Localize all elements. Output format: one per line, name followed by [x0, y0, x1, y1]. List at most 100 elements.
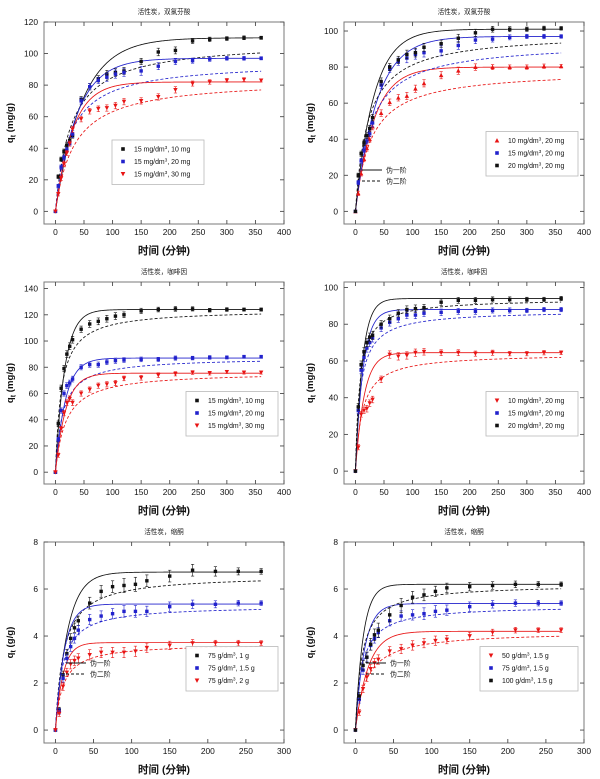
panel-title: 活性炭，缩酮: [144, 527, 184, 536]
pseudo-first-order-curve: [55, 57, 262, 212]
x-tick-label: 0: [353, 487, 358, 497]
y-tick-label: 4: [33, 631, 38, 641]
legend-entry-label: 15 mg/dm3, 30 mg: [208, 422, 264, 430]
x-tick-label: 50: [389, 746, 399, 756]
x-tick-label: 0: [53, 487, 58, 497]
x-tick-label: 50: [79, 227, 89, 237]
x-tick-label: 300: [520, 227, 534, 237]
panel-title: 活性炭，咖啡因: [141, 267, 188, 276]
x-tick-label: 200: [463, 227, 477, 237]
x-tick-label: 150: [434, 227, 448, 237]
x-tick-label: 50: [89, 746, 99, 756]
svg-text:qt (mg/g): qt (mg/g): [5, 363, 17, 403]
x-tick-label: 300: [520, 487, 534, 497]
series-points: [53, 354, 263, 474]
series-points: [353, 627, 564, 733]
legend-entry-label: 75 g/dm3, 1.5 g: [502, 664, 549, 672]
plot-area: [53, 35, 264, 214]
x-tick-label: 250: [491, 487, 505, 497]
series-legend: 15 mg/dm3, 10 mg 15 mg/dm3, 20 mg 15 mg/dm…: [111, 139, 205, 185]
x-tick-label: 250: [191, 227, 205, 237]
y-tick-label: 60: [329, 356, 339, 366]
x-tick-label: 250: [239, 746, 253, 756]
x-tick-label: 250: [491, 227, 505, 237]
series-legend: 10 mg/dm3, 20 mg 15 mg/dm3, 20 mg 20 mg/dm…: [485, 131, 579, 177]
y-tick-label: 8: [333, 537, 338, 547]
x-tick-label: 0: [53, 746, 58, 756]
x-tick-label: 150: [134, 227, 148, 237]
y-axis-label: qt (mg/g): [305, 363, 317, 403]
series-points: [53, 599, 263, 732]
pseudo-first-order-curve: [355, 309, 562, 472]
panel-title: 活性炭，双氯芬酸: [438, 7, 491, 16]
plot-area: [53, 306, 264, 475]
plot-frame: [343, 541, 585, 744]
x-tick-label: 400: [277, 487, 291, 497]
plot-frame: [43, 541, 285, 744]
y-axis-label: qt (mg/g): [305, 103, 317, 143]
pseudo-second-order-curve: [55, 376, 262, 473]
x-tick-label: 150: [134, 487, 148, 497]
svg-text:qt (mg/g): qt (mg/g): [305, 363, 317, 403]
pseudo-first-order-label: 伪一阶: [90, 659, 111, 668]
y-tick-label: 0: [33, 725, 38, 735]
plot-frame: [343, 21, 585, 225]
legend-entry-label: 75 g/dm3, 1.5 g: [208, 664, 255, 672]
pseudo-first-order-curve: [55, 309, 262, 473]
legend-entry-label: 100 g/dm3, 1.5 g: [502, 677, 553, 685]
pseudo-second-order-curve: [355, 301, 562, 472]
x-axis-label: 时间 (分钟): [138, 504, 190, 517]
y-tick-label: 60: [329, 98, 339, 108]
legend-entry-label: 15 mg/dm3, 20 mg: [508, 149, 564, 157]
x-tick-label: 350: [548, 487, 562, 497]
legend-entry-label: 10 mg/dm3, 20 mg: [508, 137, 564, 145]
legend-entry-label: 75 g/dm3, 2 g: [208, 677, 249, 685]
x-tick-label: 100: [425, 746, 439, 756]
y-tick-label: 100: [324, 283, 338, 293]
y-tick-label: 40: [329, 134, 339, 144]
pseudo-second-order-curve: [355, 52, 562, 212]
x-axis-label: 时间 (分钟): [138, 244, 190, 257]
y-tick-label: 20: [329, 170, 339, 180]
y-tick-label: 40: [29, 415, 39, 425]
y-tick-label: 4: [333, 631, 338, 641]
legend-entry-label: 20 mg/dm3, 20 mg: [508, 162, 564, 170]
pseudo-second-order-curve: [55, 89, 262, 212]
x-tick-label: 350: [248, 227, 262, 237]
x-tick-label: 200: [463, 487, 477, 497]
y-tick-label: 40: [329, 393, 339, 403]
pseudo-first-order-curve: [355, 583, 562, 731]
plot-frame: [43, 281, 285, 485]
y-tick-label: 6: [333, 584, 338, 594]
plot-area: [353, 296, 564, 474]
x-tick-label: 250: [191, 487, 205, 497]
chart-panel-4: 活性炭，咖啡因 0 50 100 150 200 250 300 350 400 0 20 40 60 80…: [300, 260, 600, 520]
pseudo-first-order-curve: [355, 298, 562, 472]
y-tick-label: 0: [33, 206, 38, 216]
x-tick-label: 0: [353, 746, 358, 756]
series-points: [353, 33, 563, 214]
y-tick-label: 20: [29, 441, 39, 451]
legend-entry-label: 20 mg/dm3, 20 mg: [508, 422, 564, 430]
pseudo-second-order-label: 伪二阶: [386, 177, 407, 186]
pseudo-second-order-curve: [55, 70, 262, 212]
x-tick-label: 0: [53, 227, 58, 237]
series-points: [53, 77, 264, 214]
legend-entry-label: 15 mg/dm3, 20 mg: [508, 409, 564, 417]
y-tick-label: 0: [333, 466, 338, 476]
x-tick-label: 200: [201, 746, 215, 756]
x-tick-label: 200: [163, 227, 177, 237]
y-tick-label: 60: [29, 112, 39, 122]
y-tick-label: 100: [324, 26, 338, 36]
x-tick-label: 300: [277, 746, 291, 756]
x-tick-label: 400: [577, 227, 591, 237]
y-tick-label: 80: [29, 362, 39, 372]
x-tick-label: 100: [106, 227, 120, 237]
panel-title: 活性炭，缩酮: [444, 527, 484, 536]
y-tick-label: 120: [24, 17, 38, 27]
